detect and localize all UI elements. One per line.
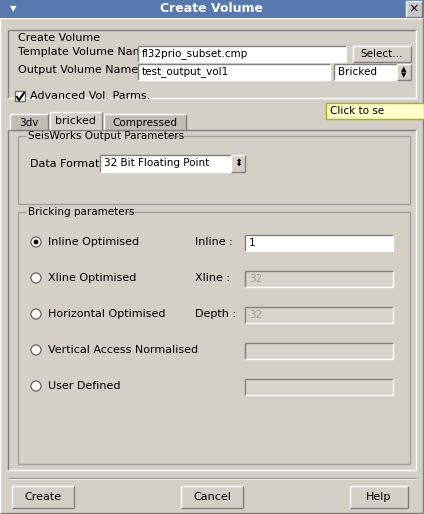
Text: Create Volume: Create Volume	[161, 3, 263, 15]
Text: 3dv: 3dv	[20, 118, 39, 128]
Text: Xline :: Xline :	[195, 273, 230, 283]
Text: Inline :: Inline :	[195, 237, 233, 247]
Text: Click to se: Click to se	[330, 106, 384, 116]
Bar	[138, 46, 346, 62]
Text: Horizontal Optimised: Horizontal Optimised	[48, 309, 165, 319]
Text: ▼: ▼	[401, 72, 407, 78]
Text: 32 Bit Floating Point: 32 Bit Floating Point	[104, 158, 209, 169]
Text: Create Volume: Create Volume	[18, 33, 100, 43]
Bar	[245, 235, 393, 251]
Text: bricked: bricked	[56, 116, 97, 126]
Bar	[138, 64, 330, 80]
Bar	[353, 46, 411, 62]
Circle shape	[33, 240, 39, 245]
Text: Advanced Vol. Parms.: Advanced Vol. Parms.	[30, 91, 150, 101]
Text: ×: ×	[409, 3, 419, 15]
Bar	[100, 155, 240, 172]
Text: ⬍: ⬍	[234, 158, 242, 168]
Bar	[334, 64, 411, 80]
Text: Output Volume Name: Output Volume Name	[18, 65, 138, 75]
Text: Help: Help	[366, 492, 392, 502]
Bar	[15, 91, 25, 101]
Bar	[8, 112, 416, 132]
Bar	[18, 136, 410, 204]
Text: User Defined: User Defined	[48, 381, 120, 391]
Bar	[231, 155, 245, 172]
Text: Xline Optimised: Xline Optimised	[48, 273, 137, 283]
Bar	[245, 271, 393, 287]
Bar	[245, 307, 393, 323]
Text: Vertical Access Normalised: Vertical Access Normalised	[48, 345, 198, 355]
Bar	[326, 103, 424, 119]
Text: fl32prio_subset.cmp: fl32prio_subset.cmp	[142, 48, 248, 60]
Text: ▲: ▲	[401, 66, 407, 72]
Bar	[8, 30, 416, 98]
Bar	[8, 130, 416, 470]
Text: Select...: Select...	[361, 49, 403, 59]
Text: 32: 32	[249, 274, 262, 284]
Text: 32: 32	[249, 310, 262, 320]
Text: Bricking parameters: Bricking parameters	[28, 207, 134, 217]
Bar	[245, 379, 393, 395]
Text: Cancel: Cancel	[193, 492, 231, 502]
Text: 1: 1	[249, 238, 256, 248]
Circle shape	[31, 381, 41, 391]
Text: Inline Optimised: Inline Optimised	[48, 237, 139, 247]
Text: Data Format: Data Format	[30, 159, 99, 169]
Bar	[12, 486, 74, 508]
Bar	[181, 486, 243, 508]
Text: Create: Create	[25, 492, 61, 502]
Circle shape	[31, 309, 41, 319]
Bar	[50, 112, 102, 130]
Bar	[0, 0, 424, 18]
Text: Bricked: Bricked	[338, 67, 377, 77]
Text: Depth :: Depth :	[195, 309, 236, 319]
Text: ▼: ▼	[10, 5, 17, 13]
Text: SeisWorks Output Parameters: SeisWorks Output Parameters	[28, 131, 184, 141]
Text: test_output_vol1: test_output_vol1	[142, 66, 229, 78]
Text: Template Volume Name: Template Volume Name	[18, 47, 151, 57]
Circle shape	[31, 273, 41, 283]
Circle shape	[31, 237, 41, 247]
Bar	[10, 114, 48, 130]
Bar	[245, 343, 393, 359]
Bar	[18, 212, 410, 464]
Bar	[104, 114, 186, 130]
Circle shape	[31, 345, 41, 355]
Bar	[0, 0, 424, 18]
Bar	[350, 486, 408, 508]
Bar	[397, 64, 411, 80]
Bar	[406, 1, 422, 17]
Text: Compressed: Compressed	[112, 118, 178, 128]
